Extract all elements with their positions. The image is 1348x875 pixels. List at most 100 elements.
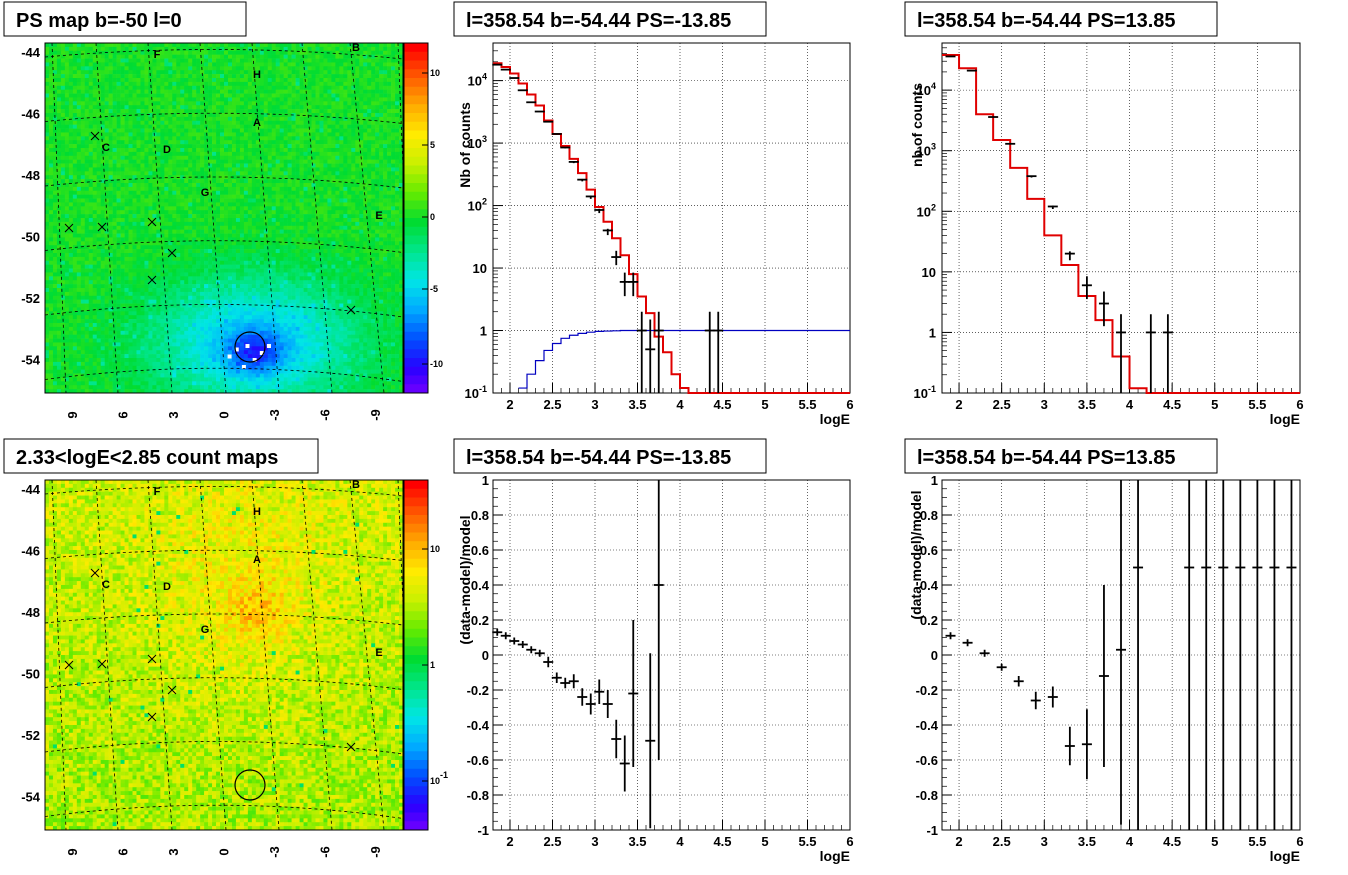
heatmap-cell (359, 93, 364, 98)
heatmap-cell (220, 58, 225, 63)
heatmap-cell (156, 132, 161, 137)
heatmap-cell (64, 124, 70, 129)
heatmap-cell (140, 245, 145, 250)
heatmap-cell (92, 136, 98, 141)
heatmap-cell (112, 155, 117, 160)
heatmap-cell (116, 171, 121, 176)
heatmap-cell (339, 85, 344, 90)
heatmap-cell (331, 136, 336, 141)
heatmap-cell (68, 241, 74, 246)
heatmap-cell (164, 62, 169, 67)
heatmap-cell (164, 50, 169, 55)
heatmap-cell (188, 202, 193, 207)
heatmap-cell (307, 218, 312, 223)
heatmap-cell (391, 214, 396, 219)
heatmap-cell (335, 179, 340, 184)
heatmap-cell (48, 151, 54, 157)
heatmap-cell (216, 109, 221, 114)
heatmap-cell (375, 43, 380, 48)
heatmap-cell (76, 78, 82, 83)
heatmap-cell (212, 105, 217, 110)
heatmap-cell (216, 124, 221, 129)
heatmap-cell (212, 221, 217, 227)
heatmap-cell (343, 233, 348, 238)
heatmap-cell (45, 148, 50, 153)
heatmap-cell (315, 214, 320, 219)
heatmap-cell (156, 120, 161, 125)
heatmap-cell (299, 101, 304, 106)
heatmap-cell (204, 218, 209, 223)
heatmap-cell (132, 54, 137, 59)
heatmap-cell (108, 171, 113, 176)
heatmap-cell (196, 89, 201, 94)
heatmap-cell (156, 151, 161, 157)
heatmap-cell (263, 132, 269, 137)
heatmap-cell (176, 190, 181, 195)
heatmap-cell (48, 78, 54, 83)
heatmap-cell (311, 144, 316, 149)
heatmap-cell (140, 132, 145, 137)
heatmap-cell (235, 62, 241, 67)
heatmap-cell (263, 253, 269, 258)
heatmap-cell (116, 249, 121, 254)
heatmap-cell (307, 221, 312, 227)
heatmap-cell (164, 249, 169, 254)
heatmap-cell (331, 206, 336, 211)
heatmap-cell (56, 81, 62, 87)
heatmap-cell (279, 175, 284, 180)
heatmap-cell (275, 183, 280, 188)
heatmap-cell (271, 241, 277, 246)
heatmap-cell (363, 101, 368, 106)
heatmap-cell (243, 46, 249, 52)
heatmap-cell (212, 186, 217, 192)
heatmap-cell (112, 167, 117, 172)
heatmap-cell (52, 237, 58, 242)
heatmap-cell (172, 109, 177, 114)
heatmap-cell (271, 132, 277, 137)
heatmap-cell (45, 46, 50, 52)
heatmap-cell (88, 128, 94, 133)
heatmap-cell (323, 120, 328, 125)
heatmap-cell (168, 183, 173, 188)
heatmap-cell (239, 124, 245, 129)
heatmap-cell (291, 225, 296, 230)
heatmap-cell (48, 206, 54, 211)
heatmap-cell (311, 253, 316, 258)
heatmap-cell (303, 163, 308, 168)
heatmap-cell (156, 233, 161, 238)
heatmap-cell (124, 249, 129, 254)
heatmap-cell (227, 132, 233, 137)
heatmap-cell (188, 256, 193, 262)
heatmap-cell (235, 249, 241, 254)
heatmap-cell (124, 155, 129, 160)
heatmap-cell (227, 175, 233, 180)
heatmap-cell (88, 62, 94, 67)
heatmap-cell (295, 81, 300, 87)
heatmap-cell (172, 74, 177, 79)
heatmap-cell (295, 233, 300, 238)
heatmap-cell (339, 190, 344, 195)
heatmap-cell (204, 46, 209, 52)
heatmap-cell (76, 85, 82, 90)
heatmap-cell (375, 89, 380, 94)
heatmap-cell (395, 194, 400, 199)
heatmap-cell (120, 221, 125, 227)
heatmap-cell (172, 245, 177, 250)
heatmap-cell (283, 229, 288, 234)
heatmap-cell (323, 128, 328, 133)
heatmap-cell (204, 78, 209, 83)
heatmap-cell (188, 50, 193, 55)
heatmap-cell (220, 89, 225, 94)
heatmap-cell (208, 132, 213, 137)
heatmap-cell (88, 58, 94, 63)
heatmap-cell (295, 151, 300, 157)
heatmap-cell (84, 140, 90, 145)
heatmap-cell (56, 194, 62, 199)
heatmap-cell (120, 81, 125, 87)
heatmap-cell (267, 218, 273, 223)
heatmap-cell (251, 89, 257, 94)
heatmap-cell (247, 70, 253, 75)
heatmap-cell (144, 163, 149, 168)
heatmap-cell (271, 113, 277, 118)
heatmap-cell (395, 81, 400, 87)
